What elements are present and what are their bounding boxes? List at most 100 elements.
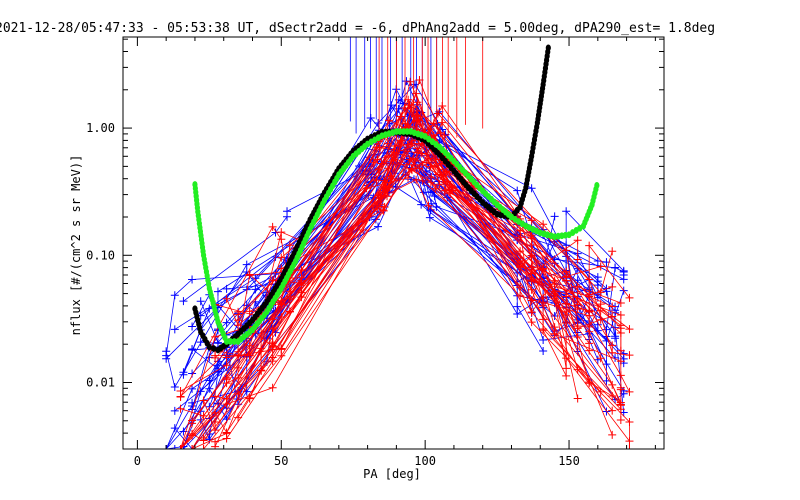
series-1-point: [222, 318, 231, 327]
series-2-point: [573, 236, 582, 245]
series-2-point: [625, 437, 634, 446]
series-2-point: [616, 385, 625, 394]
series-1-point: [170, 445, 179, 449]
series-2-point: [369, 158, 378, 167]
series-1-point: [426, 187, 435, 196]
series-2-point: [573, 322, 582, 331]
series-2-point: [277, 253, 286, 262]
series-2-point: [585, 306, 594, 315]
series-2-point: [440, 131, 449, 140]
fit-1-marker: [206, 343, 212, 351]
series-1-point: [170, 325, 179, 334]
series-1-point: [170, 383, 179, 392]
plot-frame: [122, 36, 665, 450]
series-2-point: [608, 341, 617, 350]
series-2-point: [527, 308, 536, 317]
fit-2-marker: [223, 338, 230, 345]
series-1-point: [196, 338, 205, 347]
series-1-point: [417, 200, 426, 209]
series-2-point: [277, 228, 286, 237]
series-1-point: [513, 186, 522, 195]
series-2-point: [199, 445, 208, 449]
series-1-point: [550, 212, 559, 221]
series-2-point: [562, 299, 571, 308]
series-1-point: [539, 336, 548, 345]
series-1-point: [611, 263, 620, 272]
series-2-point: [585, 292, 594, 301]
series-1-point: [188, 275, 197, 284]
series-2-point: [562, 319, 571, 328]
series-2-point: [573, 255, 582, 264]
series-1-point: [179, 297, 188, 306]
series-2-point: [297, 281, 306, 290]
series-2-point: [527, 318, 536, 327]
series-2-point: [562, 364, 571, 373]
series-2-point: [527, 241, 536, 250]
series-2-point: [585, 327, 594, 336]
series-1-point: [213, 287, 222, 296]
series-2-point: [412, 175, 421, 184]
series-2-point: [373, 204, 382, 213]
series-2-point: [268, 383, 277, 392]
series-2-point: [608, 247, 617, 256]
fit-2-marker: [227, 338, 234, 345]
series-2-point: [199, 411, 208, 420]
series-1-point: [602, 325, 611, 334]
series-2-point: [222, 373, 231, 382]
series-2-point: [379, 176, 388, 185]
series-1-point: [188, 345, 197, 354]
series-1-point: [251, 274, 260, 283]
x-axis-label: PA [deg]: [363, 467, 421, 481]
series-1-point: [432, 202, 441, 211]
series-2-point: [625, 417, 634, 426]
series-2-point: [596, 354, 605, 363]
series-2-point: [245, 307, 254, 316]
series-2-point: [268, 357, 277, 366]
series-2: [176, 37, 634, 449]
series-2-point: [516, 233, 525, 242]
series-2-point: [443, 177, 452, 186]
series-2-point: [277, 344, 286, 353]
series-2-point: [625, 387, 634, 396]
series-2-point: [527, 277, 536, 286]
fit-2-marker: [231, 338, 237, 345]
series-2-point: [176, 387, 185, 396]
series-2-point: [425, 154, 434, 163]
series-2-point: [414, 139, 423, 148]
series-2-point: [585, 275, 594, 284]
series-2-point: [245, 393, 254, 402]
fit-2-marker: [393, 128, 399, 135]
fit-layer: [192, 44, 600, 354]
x-tick-label: 100: [414, 454, 436, 468]
series-1-point: [251, 297, 260, 306]
series-2-point: [596, 262, 605, 271]
series-1-point: [513, 302, 522, 311]
y-axis-label: nflux [#/(cm^2 s sr MeV)]: [69, 155, 83, 336]
series-2-point: [222, 394, 231, 403]
series-2-point: [407, 139, 416, 148]
series-1-point: [419, 178, 428, 187]
series-2-point: [418, 161, 427, 170]
series-2-point: [234, 347, 243, 356]
data-layer: [162, 37, 634, 449]
series-2-point: [562, 371, 571, 380]
y-tick-label: 0.10: [86, 248, 115, 262]
series-2-point: [268, 222, 277, 231]
fit-2-marker: [594, 181, 600, 189]
series-2-point: [573, 365, 582, 374]
series-2-trace: [214, 168, 613, 443]
y-tick-label: 1.00: [86, 121, 115, 135]
series-2-point: [222, 294, 231, 303]
series-2-point: [406, 77, 415, 86]
series-1-point: [593, 257, 602, 266]
fit-1-marker: [545, 44, 551, 52]
chart-title: 2021-12-28/05:47:33 - 05:53:38 UT, dSect…: [0, 21, 715, 36]
series-1-point: [410, 80, 419, 89]
series-2-point: [625, 445, 634, 449]
series-2-point: [539, 315, 548, 324]
series-2-point: [608, 430, 617, 439]
fit-2-marker: [397, 128, 403, 135]
series-2-point: [211, 418, 220, 427]
series-2-point: [268, 324, 277, 333]
